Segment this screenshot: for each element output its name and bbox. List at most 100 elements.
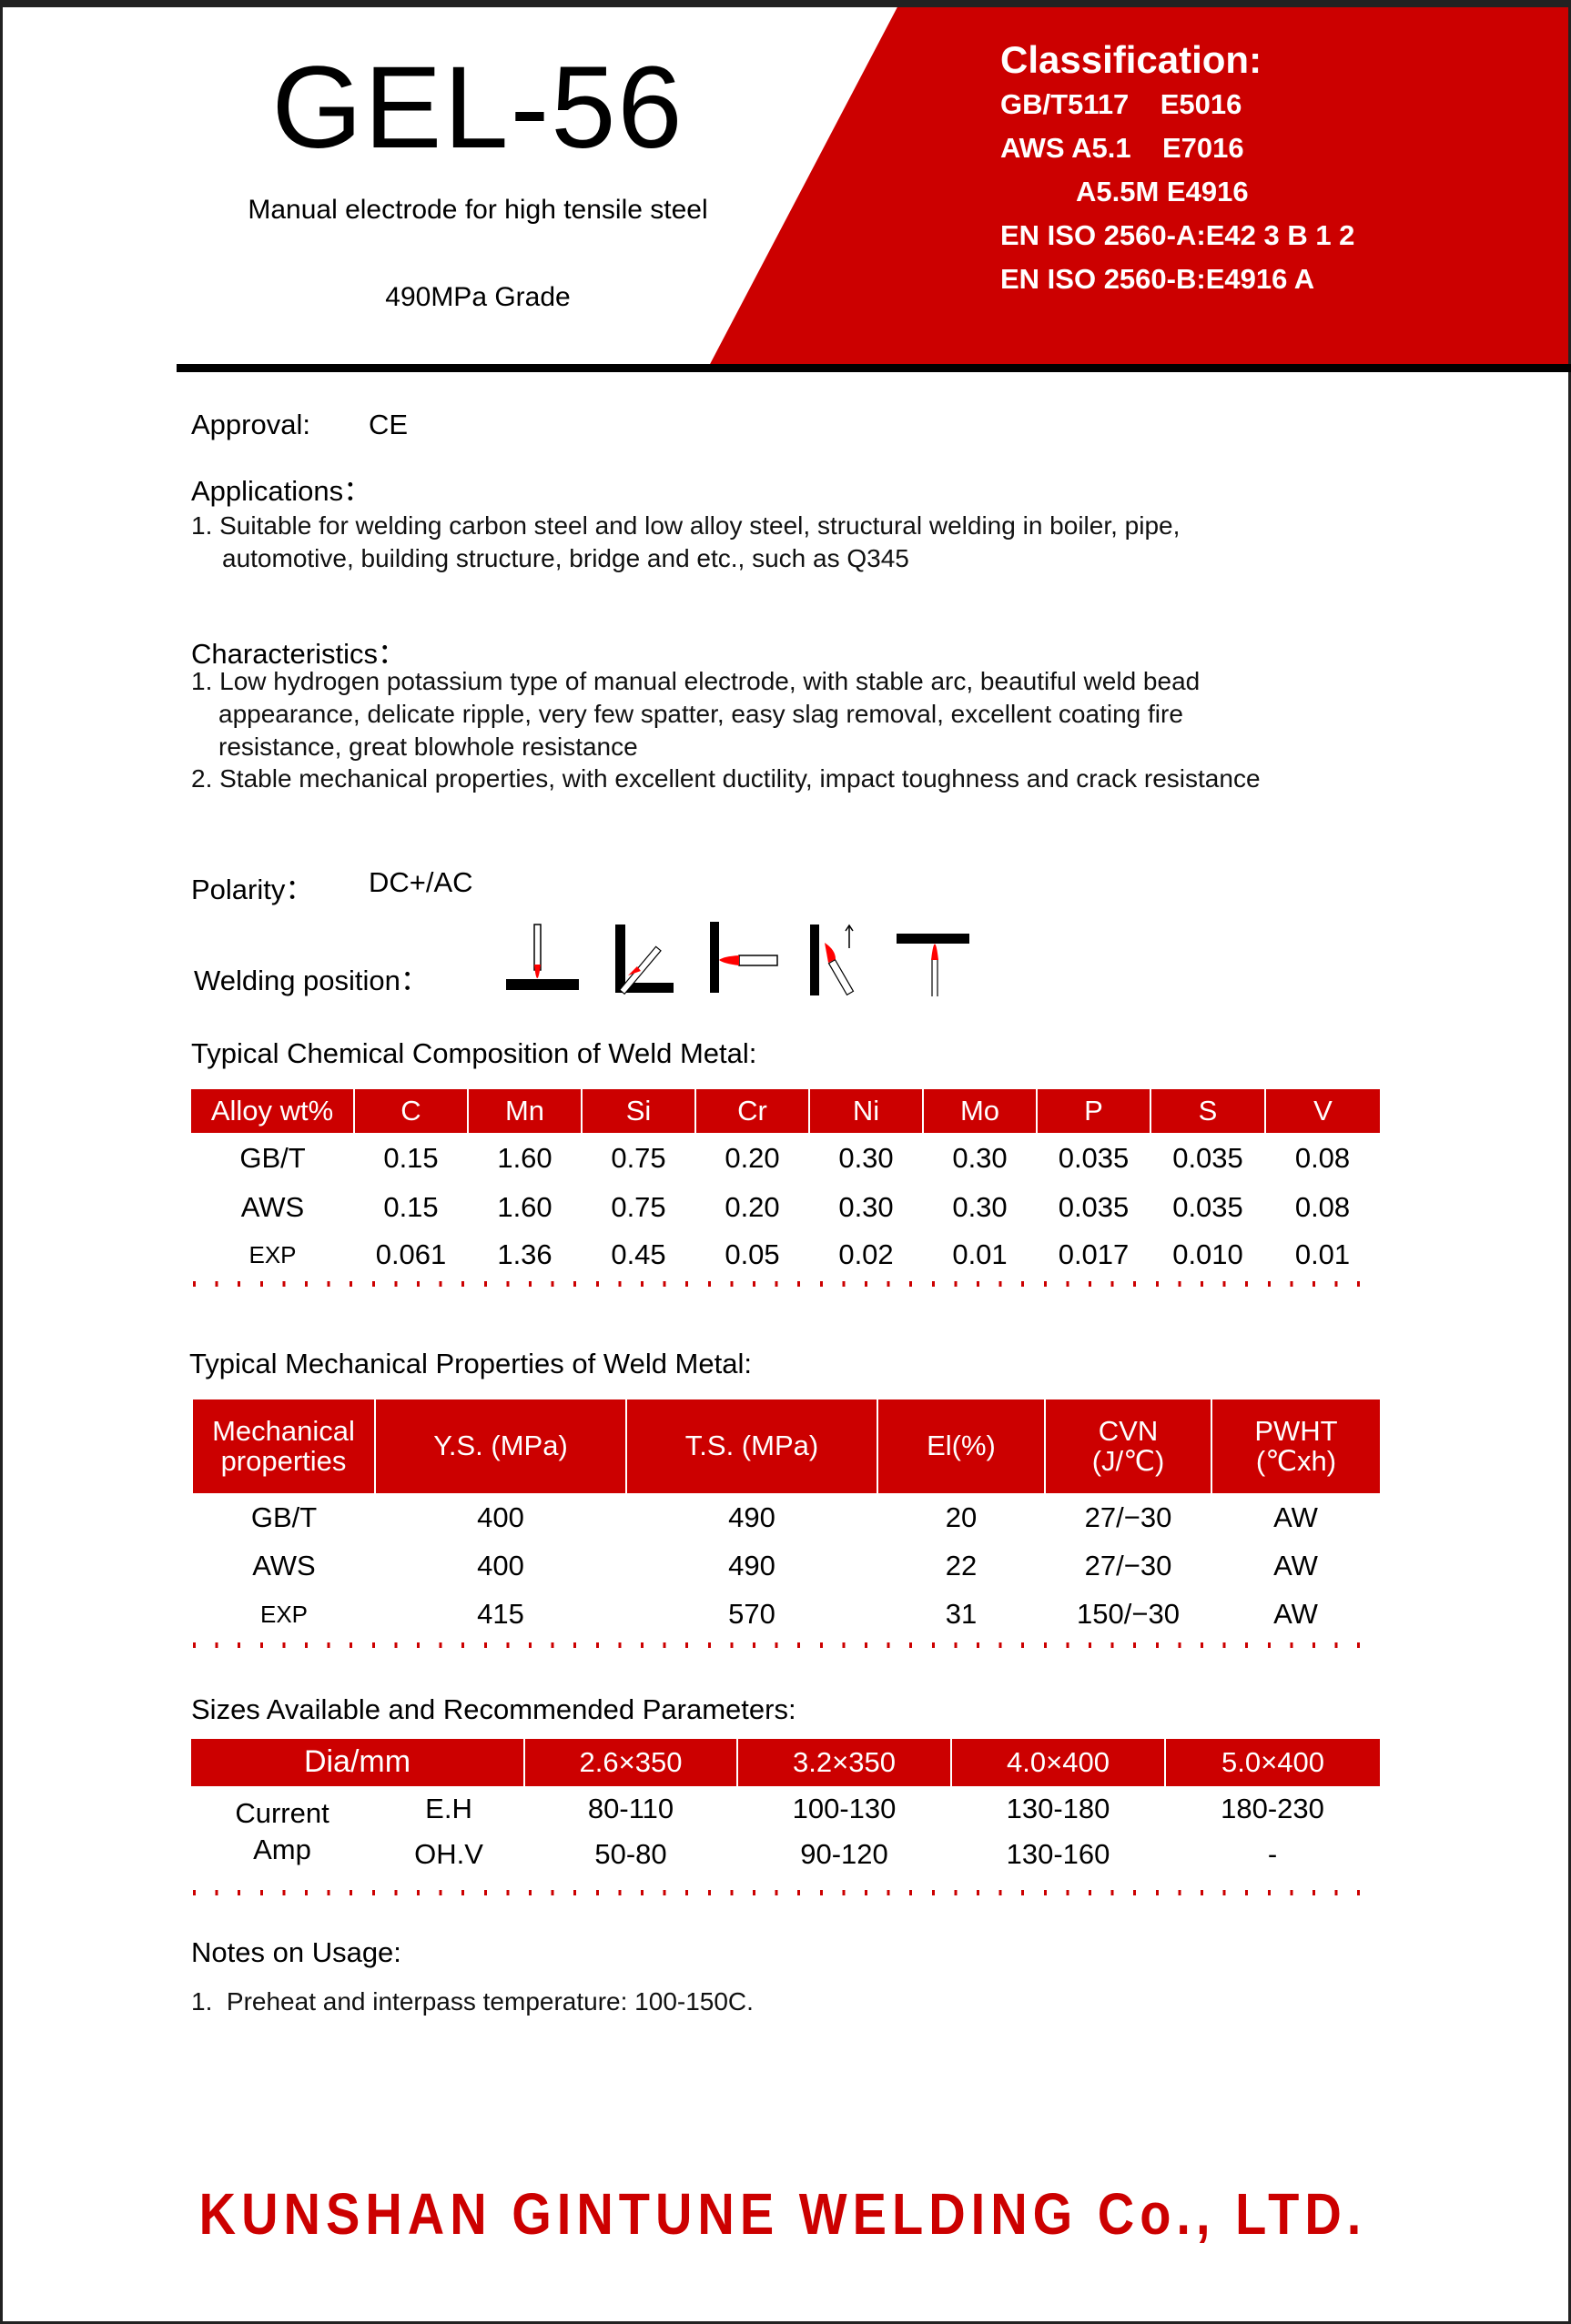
- column-header: 3.2×350: [736, 1739, 952, 1786]
- vertical-up-icon: [810, 924, 855, 996]
- cell: 0.035: [1058, 1142, 1130, 1174]
- cell: 31: [945, 1598, 978, 1630]
- company-name: KUNSHAN GINTUNE WELDING Co., LTD.: [198, 2180, 1367, 2247]
- cell: EXP: [259, 1600, 309, 1628]
- column-header: Mechanical properties: [193, 1399, 375, 1493]
- classification-line: EN ISO 2560-A:E42 3 B 1 2: [1000, 219, 1355, 251]
- cell: 0.45: [611, 1238, 666, 1270]
- product-description: Manual electrode for high tensile steel: [248, 195, 708, 225]
- cell: OH.V: [414, 1838, 483, 1870]
- cell: 490: [728, 1550, 775, 1581]
- cell: 0.010: [1172, 1238, 1243, 1270]
- dotted-divider: [193, 1890, 1376, 1895]
- column-header: 5.0×400: [1164, 1739, 1381, 1786]
- dotted-divider: [193, 1281, 1376, 1287]
- column-header: V: [1264, 1089, 1380, 1133]
- cell: 0.035: [1058, 1191, 1130, 1223]
- characteristics-line: resistance, great blowhole resistance: [218, 733, 638, 761]
- cell: 0.061: [375, 1238, 447, 1270]
- cell: 400: [477, 1501, 524, 1533]
- table-row: OH.V 50-80 90-120 130-160 -: [191, 1832, 1380, 1877]
- column-header: Si: [581, 1089, 695, 1133]
- column-header: Y.S. (MPa): [374, 1399, 626, 1493]
- welding-position-label: Welding position：: [194, 965, 429, 996]
- table-row: EXP 0.061 1.36 0.45 0.05 0.02 0.01 0.017 0.010 0.…: [191, 1231, 1380, 1278]
- table-header-row: Alloy wt% C Mn Si Cr Ni Mo P S V: [191, 1089, 1380, 1133]
- cell: GB/T: [239, 1142, 306, 1174]
- cell: 0.08: [1294, 1142, 1351, 1174]
- table-row: AWS 0.15 1.60 0.75 0.20 0.30 0.30 0.035 0.035 0.0…: [191, 1184, 1380, 1231]
- table-row: GB/T 0.15 1.60 0.75 0.20 0.30 0.30 0.035 0.035 0.…: [191, 1133, 1380, 1184]
- applications-item: automotive, building structure, bridge a…: [222, 544, 909, 572]
- cell: 130-180: [1006, 1793, 1110, 1824]
- product-title: GEL-56: [271, 43, 684, 173]
- cell: 415: [477, 1598, 524, 1630]
- applications-label: Applications：: [191, 475, 372, 507]
- polarity-value: DC+/AC: [369, 866, 473, 898]
- classification-line: GB/T5117 E5016: [1000, 88, 1242, 120]
- cell: 50-80: [594, 1838, 667, 1870]
- column-header: Dia/mm: [191, 1739, 525, 1786]
- header-divider: [177, 364, 1571, 372]
- cell: 27/−30: [1084, 1550, 1172, 1581]
- cell: 90-120: [800, 1838, 888, 1870]
- cell: 0.05: [725, 1238, 780, 1270]
- cell: AW: [1273, 1598, 1318, 1630]
- cell: 100-130: [792, 1793, 897, 1824]
- cell: 27/−30: [1084, 1501, 1172, 1533]
- table-row: GB/T 400 490 20 27/−30 AW: [193, 1493, 1380, 1542]
- cell: 490: [728, 1501, 775, 1533]
- cell: 0.035: [1172, 1191, 1243, 1223]
- column-header: El(%): [877, 1399, 1045, 1493]
- polarity-label: Polarity：: [191, 874, 314, 905]
- row-label: Current Amp: [235, 1796, 329, 1865]
- cell: 80-110: [587, 1793, 674, 1824]
- cell: 0.75: [611, 1142, 666, 1174]
- applications-item: 1. Suitable for welding carbon steel and…: [191, 511, 1181, 540]
- column-header: T.S. (MPa): [625, 1399, 877, 1493]
- cell: 0.75: [611, 1191, 666, 1223]
- column-header: P: [1036, 1089, 1150, 1133]
- sizes-table: Dia/mm 2.6×350 3.2×350 4.0×400 5.0×400 Curre…: [191, 1739, 1381, 1877]
- notes-title: Notes on Usage:: [191, 1936, 401, 1968]
- cell: 0.01: [952, 1238, 1008, 1270]
- cell: AWS: [252, 1550, 316, 1581]
- column-header: Mo: [922, 1089, 1037, 1133]
- cell: 0.20: [725, 1142, 780, 1174]
- cell: 570: [728, 1598, 775, 1630]
- cell: 0.15: [383, 1142, 439, 1174]
- cell: 0.30: [952, 1142, 1008, 1174]
- cell: 0.035: [1172, 1142, 1243, 1174]
- cell: AW: [1273, 1550, 1318, 1581]
- column-header: 4.0×400: [950, 1739, 1166, 1786]
- classification-line: AWS A5.1 E7016: [1000, 132, 1244, 164]
- horizontal-fillet-icon: [615, 925, 674, 995]
- classification-line: A5.5M E4916: [1076, 176, 1249, 207]
- cell: 0.30: [838, 1142, 894, 1174]
- cell: 0.01: [1294, 1238, 1351, 1270]
- table-row: EXP 415 570 31 150/−30 AW: [193, 1590, 1380, 1639]
- dotted-divider: [193, 1642, 1376, 1648]
- cell: 0.30: [838, 1191, 894, 1223]
- classification-line: EN ISO 2560-B:E4916 A: [1000, 263, 1315, 295]
- column-header: C: [353, 1089, 468, 1133]
- approval-label: Approval:: [191, 409, 310, 440]
- column-header: CVN (J/℃): [1044, 1399, 1211, 1493]
- characteristics-label: Characteristics：: [191, 638, 406, 670]
- welding-position-icons: [506, 922, 969, 996]
- cell: 130-160: [1006, 1838, 1110, 1870]
- cell: 0.02: [838, 1238, 894, 1270]
- chemical-title: Typical Chemical Composition of Weld Met…: [191, 1037, 757, 1069]
- cell: GB/T: [250, 1501, 318, 1533]
- column-header: Cr: [694, 1089, 809, 1133]
- cell: 0.20: [725, 1191, 780, 1223]
- characteristics-line: 1. Low hydrogen potassium type of manual…: [191, 667, 1201, 695]
- column-header: Alloy wt%: [191, 1089, 354, 1133]
- column-header: S: [1150, 1089, 1265, 1133]
- column-header: PWHT (℃xh): [1211, 1399, 1380, 1493]
- cell: 400: [477, 1550, 524, 1581]
- cell: 0.30: [952, 1191, 1008, 1223]
- cell: 1.60: [497, 1191, 552, 1223]
- cell: -: [1267, 1838, 1278, 1870]
